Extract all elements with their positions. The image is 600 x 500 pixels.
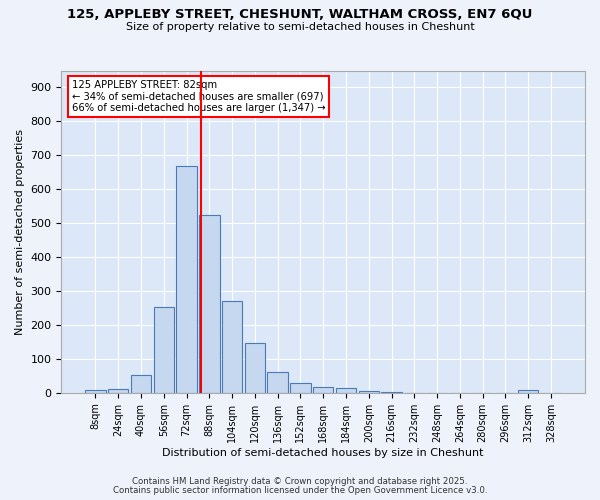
Bar [85,390,106,393]
Text: Size of property relative to semi-detached houses in Cheshunt: Size of property relative to semi-detach… [125,22,475,32]
Bar [131,375,151,393]
Bar [359,391,379,393]
Y-axis label: Number of semi-detached properties: Number of semi-detached properties [15,128,25,334]
Bar [154,308,174,393]
Text: Contains HM Land Registry data © Crown copyright and database right 2025.: Contains HM Land Registry data © Crown c… [132,477,468,486]
Bar [336,388,356,393]
Text: 125, APPLEBY STREET, CHESHUNT, WALTHAM CROSS, EN7 6QU: 125, APPLEBY STREET, CHESHUNT, WALTHAM C… [67,8,533,20]
X-axis label: Distribution of semi-detached houses by size in Cheshunt: Distribution of semi-detached houses by … [163,448,484,458]
Bar [199,214,220,393]
Text: 125 APPLEBY STREET: 82sqm
← 34% of semi-detached houses are smaller (697)
66% of: 125 APPLEBY STREET: 82sqm ← 34% of semi-… [72,80,325,114]
Bar [245,342,265,393]
Bar [222,301,242,393]
Bar [313,386,334,393]
Bar [518,390,538,393]
Bar [381,392,402,393]
Bar [176,166,197,393]
Text: Contains public sector information licensed under the Open Government Licence v3: Contains public sector information licen… [113,486,487,495]
Bar [268,372,288,393]
Bar [290,384,311,393]
Bar [108,389,128,393]
